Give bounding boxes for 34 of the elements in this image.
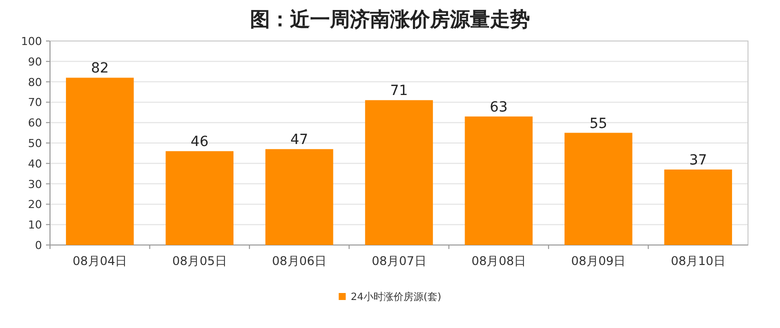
data-label: 63 xyxy=(490,99,508,116)
x-tick-label: 08月04日 xyxy=(72,254,128,268)
y-tick-label: 20 xyxy=(28,198,42,212)
x-tick-label: 08月10日 xyxy=(670,254,726,268)
x-tick-label: 08月06日 xyxy=(272,254,327,268)
data-label: 37 xyxy=(689,152,708,169)
bar xyxy=(464,116,533,245)
y-tick-label: 90 xyxy=(28,55,42,68)
y-tick-label: 40 xyxy=(28,157,42,170)
y-tick-label: 60 xyxy=(28,116,42,130)
bar xyxy=(664,170,732,245)
y-tick-label: 30 xyxy=(28,178,42,191)
x-tick-label: 08月05日 xyxy=(172,254,227,268)
data-label: 47 xyxy=(290,132,308,148)
bar xyxy=(66,78,134,245)
y-tick-label: 100 xyxy=(21,35,42,48)
bar xyxy=(265,149,334,245)
data-label: 46 xyxy=(190,134,209,150)
bar xyxy=(564,132,632,245)
x-tick-label: 08月07日 xyxy=(372,254,426,268)
y-tick-label: 70 xyxy=(28,96,42,110)
y-tick-label: 10 xyxy=(28,218,42,232)
chart-title: 图：近一周济南涨价房源量走势 xyxy=(250,7,530,31)
data-label: 82 xyxy=(90,60,109,77)
x-tick-label: 08月08日 xyxy=(471,254,526,268)
data-label: 71 xyxy=(390,83,408,100)
bar xyxy=(166,151,234,245)
x-tick-label: 08月09日 xyxy=(571,254,626,268)
y-tick-label: 50 xyxy=(28,137,42,150)
y-tick-label: 0 xyxy=(35,239,42,252)
data-label: 55 xyxy=(590,116,608,132)
bar xyxy=(365,100,433,245)
legend-label: 24小时涨价房源(套) xyxy=(350,291,442,303)
y-tick-label: 80 xyxy=(28,76,42,89)
